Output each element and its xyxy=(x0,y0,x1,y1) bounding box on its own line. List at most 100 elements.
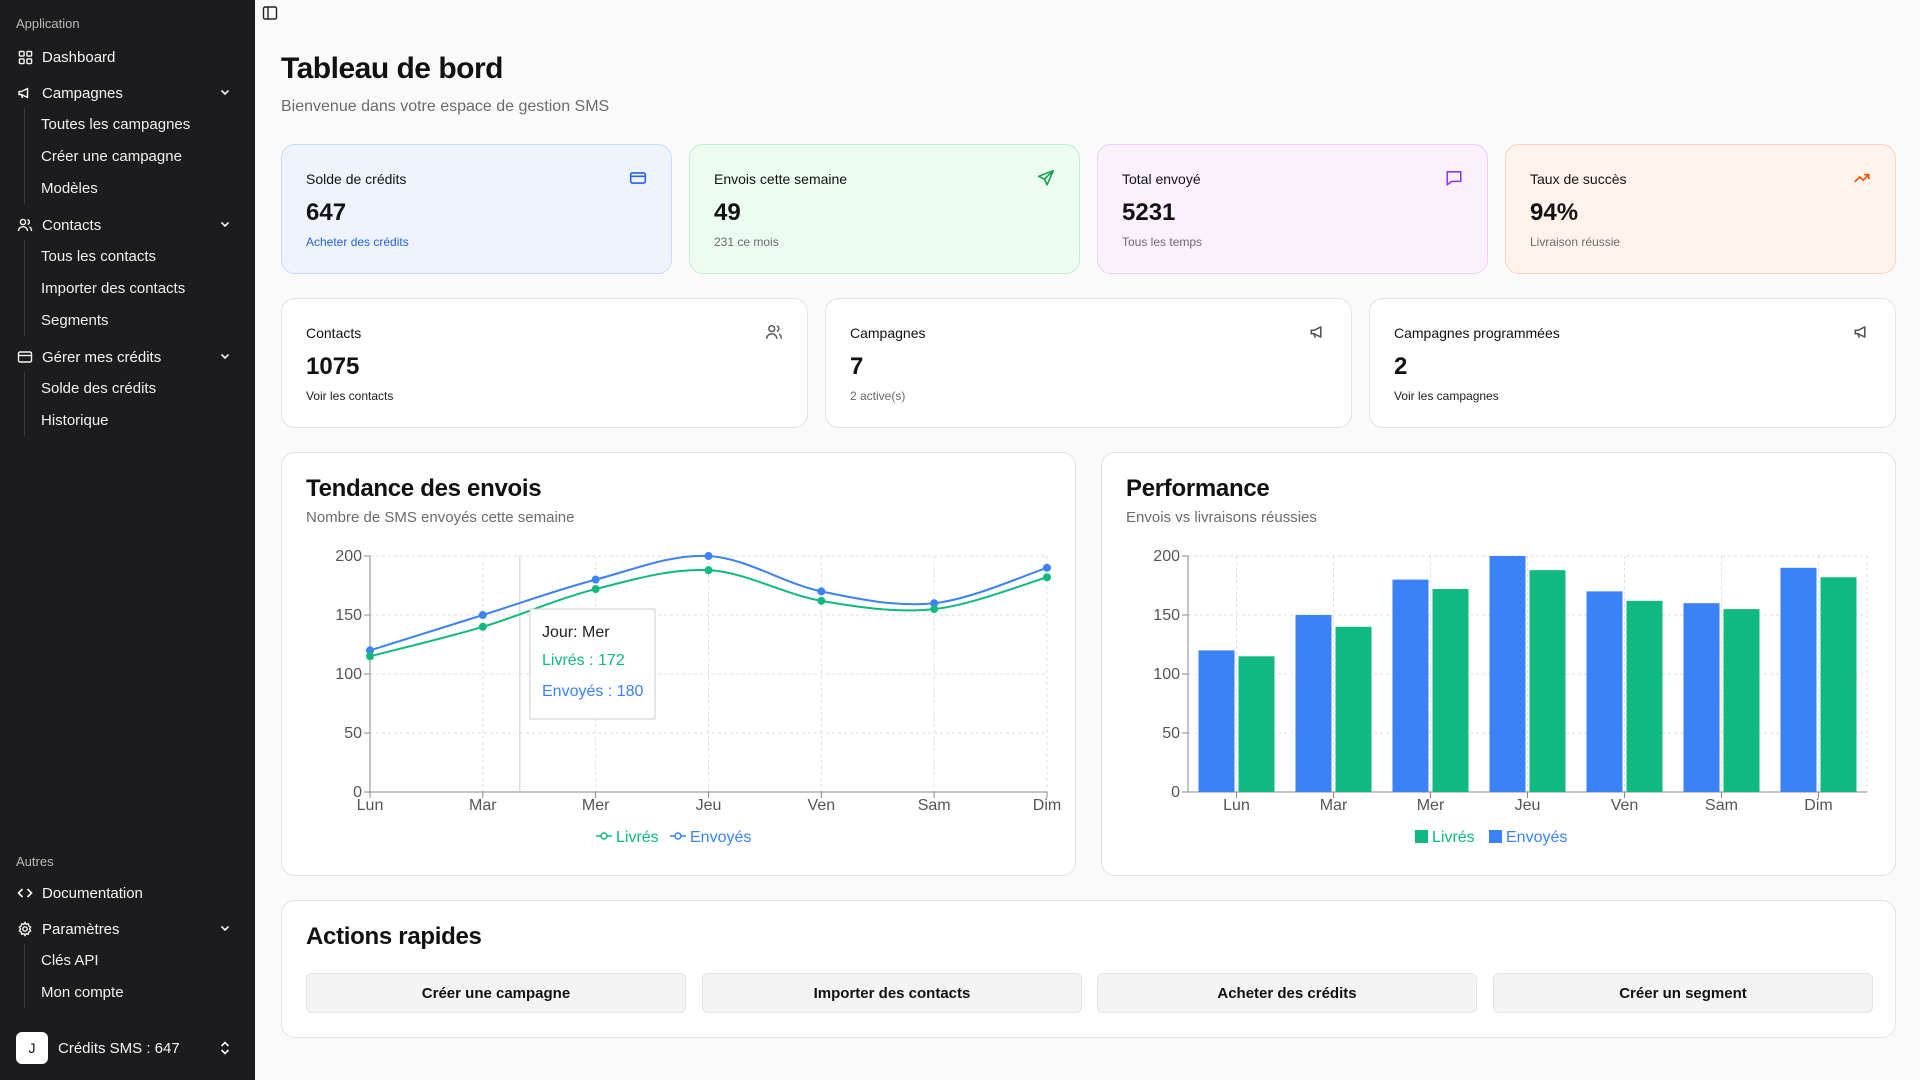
voir-campagnes-link[interactable]: Voir les campagnes xyxy=(1394,389,1499,403)
data-point xyxy=(1043,573,1051,582)
layout-grid-icon xyxy=(16,48,34,66)
megaphone-icon xyxy=(1309,323,1327,341)
sidebar-subitem-modeles[interactable]: Modèles xyxy=(41,179,98,197)
page-title: Tableau de bord xyxy=(281,52,503,85)
y-tick-label: 50 xyxy=(1162,725,1180,742)
sidebar-subitem-creer-campagne[interactable]: Créer une campagne xyxy=(41,147,182,165)
trend-chart-card: Tendance des envois Nombre de SMS envoyé… xyxy=(281,452,1076,876)
x-tick-label: Jeu xyxy=(1515,797,1541,814)
gear-icon xyxy=(16,920,34,938)
stat-sub: 231 ce mois xyxy=(714,235,779,249)
megaphone-icon xyxy=(16,84,34,102)
stat-value: 7 xyxy=(850,353,864,380)
tooltip-box xyxy=(529,608,656,720)
avatar: J xyxy=(16,1032,48,1064)
sidebar-item-dashboard[interactable]: Dashboard xyxy=(16,44,240,70)
stat-card-total-envoye: Total envoyé 5231 Tous les temps xyxy=(1097,144,1488,274)
x-tick-label: Sam xyxy=(918,797,951,814)
user-menu-button[interactable]: J Crédits SMS : 647 xyxy=(8,1028,248,1068)
stat-label: Campagnes xyxy=(850,325,926,341)
sidebar-subitem-solde-credits[interactable]: Solde des crédits xyxy=(41,379,157,397)
stat-label: Taux de succès xyxy=(1530,171,1627,187)
legend-label: Livrés xyxy=(616,829,659,846)
parametres-submenu: Clés API Mon compte xyxy=(24,944,240,1008)
stat-value: 49 xyxy=(714,199,741,226)
bar-Livrés xyxy=(1238,656,1275,792)
stat-label: Contacts xyxy=(306,325,362,341)
megaphone-icon xyxy=(1853,323,1871,341)
x-tick-label: Mar xyxy=(1320,797,1348,814)
stat-label: Solde de crédits xyxy=(306,171,407,187)
creer-campagne-button[interactable]: Créer une campagne xyxy=(306,973,686,1013)
sidebar-item-parametres[interactable]: Paramètres xyxy=(16,916,240,942)
quick-actions-title: Actions rapides xyxy=(306,923,482,950)
x-tick-label: Jeu xyxy=(696,797,722,814)
legend-swatch xyxy=(1415,830,1428,843)
sidebar-toggle-icon[interactable] xyxy=(262,5,280,23)
chevrons-up-down-icon xyxy=(218,1039,232,1062)
bar-Envoyés xyxy=(1489,556,1526,792)
sidebar-subitem-historique[interactable]: Historique xyxy=(41,411,109,429)
bar-Envoyés xyxy=(1586,591,1623,792)
acheter-credits-link[interactable]: Acheter des crédits xyxy=(306,235,409,249)
chevron-down-icon xyxy=(218,217,232,235)
sidebar-item-credits[interactable]: Gérer mes crédits xyxy=(16,344,240,370)
credits-submenu: Solde des crédits Historique xyxy=(24,372,240,436)
acheter-credits-button[interactable]: Acheter des crédits xyxy=(1097,973,1477,1013)
bar-Livrés xyxy=(1626,600,1663,792)
bar-Livrés xyxy=(1820,577,1857,792)
stat-value: 647 xyxy=(306,199,347,226)
stat-label: Envois cette semaine xyxy=(714,171,848,187)
sidebar-subitem-mon-compte[interactable]: Mon compte xyxy=(41,983,124,1001)
send-icon xyxy=(1037,169,1055,187)
voir-contacts-link[interactable]: Voir les contacts xyxy=(306,389,394,403)
x-tick-label: Sam xyxy=(1705,797,1738,814)
bar-Livrés xyxy=(1432,589,1469,792)
sidebar-subitem-toutes-campagnes[interactable]: Toutes les campagnes xyxy=(41,115,191,133)
tooltip-envoyes: Envoyés : 180 xyxy=(542,683,644,700)
stat-label: Total envoyé xyxy=(1122,171,1201,187)
data-point xyxy=(591,585,600,594)
sidebar: Application Dashboard Campagnes Toutes l… xyxy=(0,0,255,1080)
bar-Envoyés xyxy=(1683,603,1720,792)
sidebar-item-label: Dashboard xyxy=(42,48,116,66)
x-tick-label: Dim xyxy=(1804,797,1832,814)
sidebar-item-contacts[interactable]: Contacts xyxy=(16,212,240,238)
creer-segment-button[interactable]: Créer un segment xyxy=(1493,973,1873,1013)
users-icon xyxy=(765,323,783,341)
x-tick-label: Ven xyxy=(808,797,836,814)
performance-chart-card: Performance Envois vs livraisons réussie… xyxy=(1101,452,1896,876)
chart-title: Performance xyxy=(1126,475,1270,502)
chart-subtitle: Nombre de SMS envoyés cette semaine xyxy=(306,509,575,526)
legend-label: Livrés xyxy=(1432,829,1475,846)
sidebar-subitem-importer-contacts[interactable]: Importer des contacts xyxy=(41,279,186,297)
x-tick-label: Lun xyxy=(357,797,384,814)
chart-subtitle: Envois vs livraisons réussies xyxy=(1126,509,1317,526)
sidebar-subitem-segments[interactable]: Segments xyxy=(41,311,109,329)
tooltip-day: Jour: Mer xyxy=(542,624,610,641)
data-point xyxy=(817,587,826,596)
stat-card-envois-semaine: Envois cette semaine 49 231 ce mois xyxy=(689,144,1080,274)
quick-actions-card: Actions rapides Créer une campagne Impor… xyxy=(281,900,1896,1038)
data-point xyxy=(478,611,487,619)
legend-swatch xyxy=(1489,830,1502,843)
sidebar-item-campagnes[interactable]: Campagnes xyxy=(16,80,240,106)
importer-contacts-button[interactable]: Importer des contacts xyxy=(702,973,1082,1013)
users-icon xyxy=(16,216,34,234)
sidebar-group-label: Autres xyxy=(16,854,54,869)
sidebar-subitem-tous-contacts[interactable]: Tous les contacts xyxy=(41,247,157,265)
sidebar-subitem-cles-api[interactable]: Clés API xyxy=(41,951,99,969)
data-point xyxy=(704,566,713,575)
bar-Envoyés xyxy=(1780,567,1817,792)
bar-Livrés xyxy=(1335,626,1372,792)
message-square-icon xyxy=(1445,169,1463,187)
code-icon xyxy=(16,884,34,902)
sidebar-item-documentation[interactable]: Documentation xyxy=(16,880,240,906)
x-tick-label: Mar xyxy=(469,797,497,814)
data-point xyxy=(930,605,939,614)
performance-bar-chart: 0 50 100 150 200 Lun Mar Mer Jeu Ven Sam Dim Livrés E… xyxy=(1153,548,1868,846)
trend-line-chart: 0 50 100 150 200 Lun Mar Mer Jeu Ven Sam Dim Jour: M… xyxy=(335,548,1061,846)
chevron-down-icon xyxy=(218,921,232,939)
bar-Envoyés xyxy=(1295,615,1332,792)
legend-label: Envoyés xyxy=(1506,829,1567,846)
